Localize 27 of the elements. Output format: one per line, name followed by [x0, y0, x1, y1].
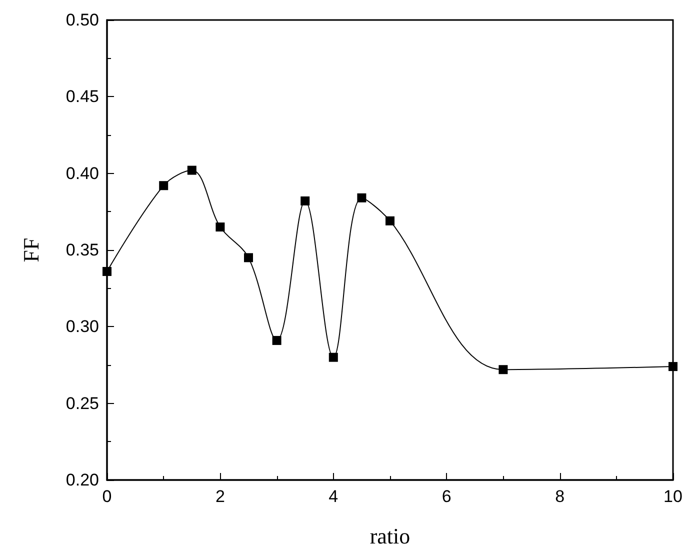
x-tick-label: 6: [442, 487, 452, 506]
y-tick-label: 0.30: [66, 317, 99, 336]
y-tick-label: 0.25: [66, 394, 99, 413]
point: [244, 253, 253, 262]
point: [668, 362, 678, 372]
y-tick-label: 0.45: [66, 87, 99, 106]
point: [216, 222, 225, 232]
y-axis-title: FF: [18, 238, 44, 262]
x-tick-label: 4: [328, 487, 338, 506]
point: [386, 216, 394, 226]
y-tick-label: 0.35: [66, 240, 99, 260]
point: [328, 352, 338, 362]
y-tick-label: 0.50: [66, 10, 99, 30]
x-tick-label: 2: [215, 487, 225, 506]
x-tick-label: 10: [664, 487, 682, 506]
point: [300, 196, 310, 206]
y-tick-label: 0.20: [66, 470, 99, 490]
y-tick-label: 0.40: [66, 164, 99, 183]
point: [272, 336, 282, 345]
point: [498, 365, 508, 374]
x-tick-label: 0: [102, 487, 112, 506]
point: [159, 181, 168, 190]
x-axis-title: ratio: [370, 524, 410, 548]
point: [187, 166, 196, 175]
point: [102, 266, 112, 276]
point: [357, 193, 366, 202]
x-tick-label: 8: [555, 487, 565, 506]
